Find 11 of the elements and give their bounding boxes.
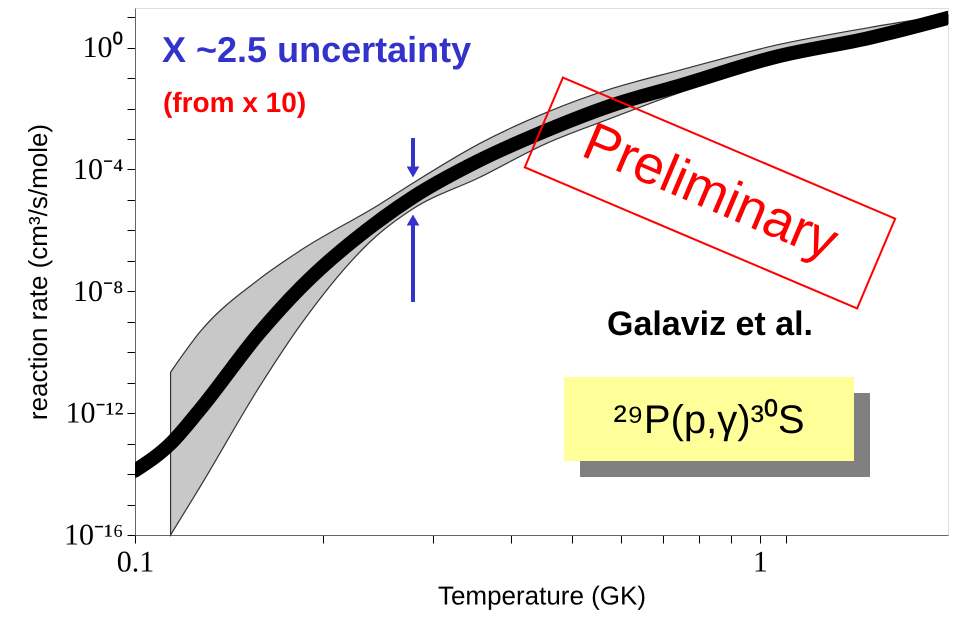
annotation: (from x 10) [163, 87, 306, 118]
y-tick-label: 10⁰ [82, 31, 124, 64]
x-axis-title: Temperature (GK) [438, 580, 646, 610]
annotation: Galaviz et al. [607, 305, 813, 343]
y-tick-label: 10⁻⁸ [73, 274, 124, 308]
y-tick-label: 10⁻¹² [66, 396, 124, 430]
y-axis-title: reaction rate (cm³/s/mole) [23, 124, 54, 420]
x-tick-label: 1 [752, 546, 768, 578]
y-tick-label: 10⁻⁴ [73, 152, 124, 186]
annotation: X ~2.5 uncertainty [162, 29, 472, 70]
annotation: ²⁹P(p,γ)³⁰S [613, 398, 805, 442]
